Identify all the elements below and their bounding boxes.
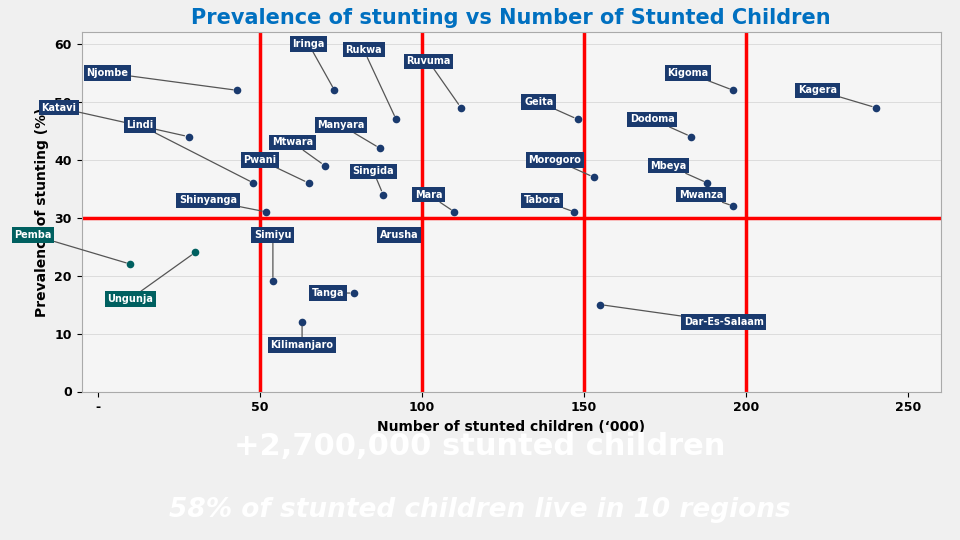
Text: Iringa: Iringa	[293, 39, 332, 87]
Text: Mtwara: Mtwara	[272, 138, 322, 163]
Text: Tabora: Tabora	[523, 195, 570, 211]
Text: Pwani: Pwani	[244, 155, 304, 181]
Text: Katavi: Katavi	[41, 103, 184, 136]
Text: Ungunja: Ungunja	[108, 255, 192, 304]
Text: 58% of stunted children live in 10 regions: 58% of stunted children live in 10 regio…	[169, 497, 791, 523]
Text: Njombe: Njombe	[86, 68, 233, 90]
Text: Kilimanjaro: Kilimanjaro	[271, 326, 333, 350]
Title: Prevalence of stunting vs Number of Stunted Children: Prevalence of stunting vs Number of Stun…	[191, 8, 831, 28]
Text: Mara: Mara	[415, 190, 451, 210]
Text: Kagera: Kagera	[798, 85, 872, 106]
Text: Rukwa: Rukwa	[346, 45, 395, 116]
Text: Mwanza: Mwanza	[679, 190, 730, 205]
Text: Tanga: Tanga	[312, 288, 349, 298]
Text: Pemba: Pemba	[14, 230, 126, 263]
Text: Lindi: Lindi	[127, 120, 250, 181]
Text: Geita: Geita	[524, 97, 574, 118]
Text: Kigoma: Kigoma	[667, 68, 730, 89]
Text: Manyara: Manyara	[318, 120, 376, 146]
Text: Morogoro: Morogoro	[529, 155, 590, 176]
Text: Dodoma: Dodoma	[630, 114, 687, 135]
Text: +2,700,000 stunted children: +2,700,000 stunted children	[234, 432, 726, 461]
Y-axis label: Prevalence of stunting (%): Prevalence of stunting (%)	[35, 107, 49, 316]
Text: Arusha: Arusha	[380, 230, 419, 240]
Text: Dar-Es-Salaam: Dar-Es-Salaam	[605, 305, 763, 327]
Text: Mbeya: Mbeya	[650, 160, 704, 181]
Text: Simiyu: Simiyu	[254, 230, 292, 277]
X-axis label: Number of stunted children (‘000): Number of stunted children (‘000)	[377, 420, 645, 434]
Text: Ruvuma: Ruvuma	[406, 56, 459, 104]
Text: Shinyanga: Shinyanga	[180, 195, 262, 211]
Text: Singida: Singida	[352, 166, 395, 191]
